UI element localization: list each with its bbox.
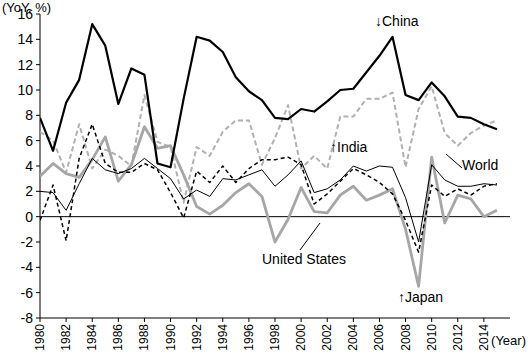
series-line <box>40 124 497 252</box>
x-tick-label: 2008 <box>399 324 413 351</box>
x-tick <box>222 318 223 322</box>
x-tick-label: 2000 <box>294 324 308 351</box>
x-tick-label: 1988 <box>137 324 151 351</box>
x-tick-label: 1986 <box>111 324 125 351</box>
y-tick <box>36 318 40 319</box>
x-tick <box>144 318 145 322</box>
x-tick-label: 1980 <box>33 324 47 351</box>
x-tick-label: 1996 <box>242 324 256 351</box>
y-tick-label: -2 <box>21 234 34 250</box>
chart: -8-6-4-202468101214161980198219841986198… <box>0 0 528 358</box>
x-tick-label: 1982 <box>59 324 73 351</box>
x-tick <box>66 318 67 322</box>
y-tick <box>36 39 40 40</box>
x-tick-label: 1990 <box>164 324 178 351</box>
x-tick-label: 2010 <box>425 324 439 351</box>
x-tick-label: 2012 <box>451 324 465 351</box>
y-tick <box>36 166 40 167</box>
series-line <box>40 24 497 167</box>
x-tick <box>40 318 41 322</box>
y-tick <box>36 216 40 217</box>
x-tick <box>483 318 484 322</box>
y-tick-label: 12 <box>17 57 33 73</box>
y-tick <box>36 64 40 65</box>
x-tick <box>275 318 276 322</box>
x-tick <box>92 318 93 322</box>
x-tick <box>379 318 380 322</box>
x-tick-label: 2006 <box>372 324 386 351</box>
y-tick-label: 0 <box>25 209 33 225</box>
plot-area <box>40 24 497 286</box>
y-tick-label: -8 <box>21 310 34 326</box>
y-tick-label: 4 <box>25 158 33 174</box>
x-tick-label: 1992 <box>190 324 204 351</box>
series-label: United States <box>262 251 346 267</box>
y-tick-label: -4 <box>21 259 34 275</box>
x-tick <box>118 318 119 322</box>
x-tick <box>405 318 406 322</box>
x-tick <box>431 318 432 322</box>
y-tick-label: 8 <box>25 107 33 123</box>
x-tick <box>353 318 354 322</box>
series-label: ↓China <box>375 13 419 29</box>
x-tick-label: 2004 <box>346 324 360 351</box>
y-axis-label: (YoY, %) <box>2 0 51 15</box>
x-tick <box>327 318 328 322</box>
x-tick <box>248 318 249 322</box>
y-tick <box>36 115 40 116</box>
series-label: ↑India <box>330 139 368 155</box>
label-leader <box>446 154 462 168</box>
x-tick-label: 2002 <box>320 324 334 351</box>
label-leader <box>300 223 320 250</box>
series-label: World <box>462 157 498 173</box>
x-tick <box>170 318 171 322</box>
x-tick-label: 1984 <box>85 324 99 351</box>
x-tick-label: 2014 <box>477 324 491 351</box>
y-tick-label: 14 <box>17 31 33 47</box>
x-tick <box>196 318 197 322</box>
x-axis-label: (Year) <box>491 333 526 348</box>
y-tick <box>36 90 40 91</box>
y-tick-label: 6 <box>25 133 33 149</box>
y-tick <box>36 191 40 192</box>
y-tick-label: 10 <box>17 82 33 98</box>
x-tick-label: 1994 <box>216 324 230 351</box>
x-tick <box>457 318 458 322</box>
x-tick <box>301 318 302 322</box>
series-label: ↑Japan <box>398 289 443 305</box>
y-tick-label: 2 <box>25 183 33 199</box>
x-tick-label: 1998 <box>268 324 282 351</box>
y-tick <box>36 242 40 243</box>
y-tick <box>36 140 40 141</box>
zero-line <box>40 216 510 217</box>
y-tick-label: -6 <box>21 285 34 301</box>
y-tick <box>36 267 40 268</box>
series-line <box>40 127 497 287</box>
y-tick <box>36 292 40 293</box>
